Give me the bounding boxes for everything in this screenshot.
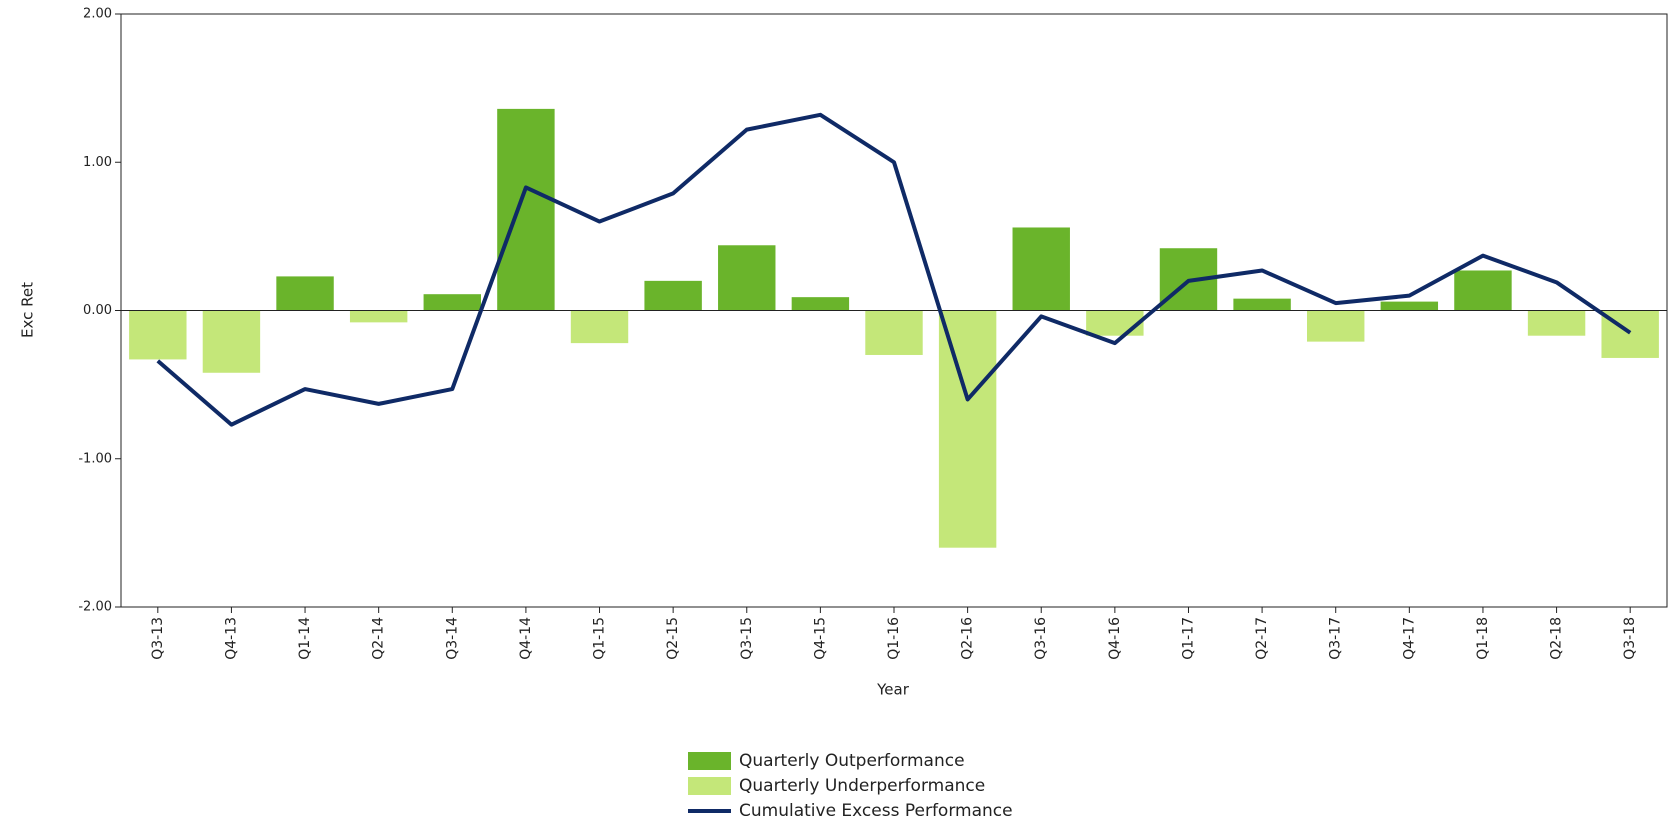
y-tick-label: -1.00 — [78, 451, 112, 466]
x-tick-label: Q3-15 — [739, 617, 755, 660]
bar — [1527, 310, 1586, 336]
bar — [718, 245, 776, 311]
bar — [349, 310, 408, 323]
legend-label: Quarterly Underperformance — [739, 776, 985, 796]
y-tick-label: -2.00 — [78, 600, 112, 615]
legend-swatch — [688, 777, 731, 795]
bar — [938, 310, 997, 548]
y-tick-label: 1.00 — [83, 155, 112, 170]
x-tick-label: Q4-15 — [812, 617, 828, 660]
x-tick-label: Q2-16 — [960, 617, 976, 660]
x-tick-label: Q2-18 — [1549, 617, 1565, 660]
x-tick-label: Q1-14 — [297, 617, 313, 660]
legend-label: Cumulative Excess Performance — [739, 801, 1013, 821]
bar — [791, 297, 850, 311]
bar — [497, 108, 555, 311]
legend-label: Quarterly Outperformance — [739, 751, 965, 771]
bar — [865, 310, 923, 355]
x-tick-label: Q3-13 — [150, 617, 166, 660]
bar — [644, 280, 702, 311]
x-tick-label: Q3-16 — [1033, 617, 1049, 660]
x-tick-label: Q4-17 — [1401, 617, 1417, 660]
x-tick-label: Q1-15 — [592, 617, 608, 660]
x-tick-label: Q4-16 — [1107, 617, 1123, 660]
bar — [202, 310, 261, 373]
bar — [129, 310, 187, 360]
x-tick-label: Q1-17 — [1180, 617, 1196, 660]
x-tick-label: Q2-17 — [1254, 617, 1270, 660]
x-tick-label: Q1-16 — [886, 617, 902, 660]
x-tick-label: Q2-15 — [665, 617, 681, 660]
legend-swatch — [688, 752, 731, 770]
x-tick-label: Q4-13 — [223, 617, 239, 660]
x-axis-label: Year — [876, 681, 910, 699]
bar — [1380, 301, 1439, 311]
x-tick-label: Q1-18 — [1475, 617, 1491, 660]
bar — [423, 294, 481, 311]
y-axis-label: Exc Ret — [19, 282, 37, 338]
bar — [1307, 310, 1365, 342]
x-tick-label: Q3-18 — [1622, 617, 1638, 660]
x-tick-label: Q3-17 — [1328, 617, 1344, 660]
bar — [570, 310, 629, 344]
bar — [1086, 310, 1144, 336]
x-tick-label: Q4-14 — [518, 617, 534, 660]
line — [156, 112, 1632, 427]
y-tick-label: 2.00 — [83, 7, 112, 22]
bar — [1233, 298, 1291, 311]
y-tick-label: 0.00 — [83, 303, 112, 318]
bar — [276, 276, 334, 311]
x-tick-label: Q3-14 — [444, 617, 460, 660]
bar — [1454, 270, 1512, 311]
bar — [1012, 227, 1070, 311]
x-tick-label: Q2-14 — [371, 617, 387, 660]
